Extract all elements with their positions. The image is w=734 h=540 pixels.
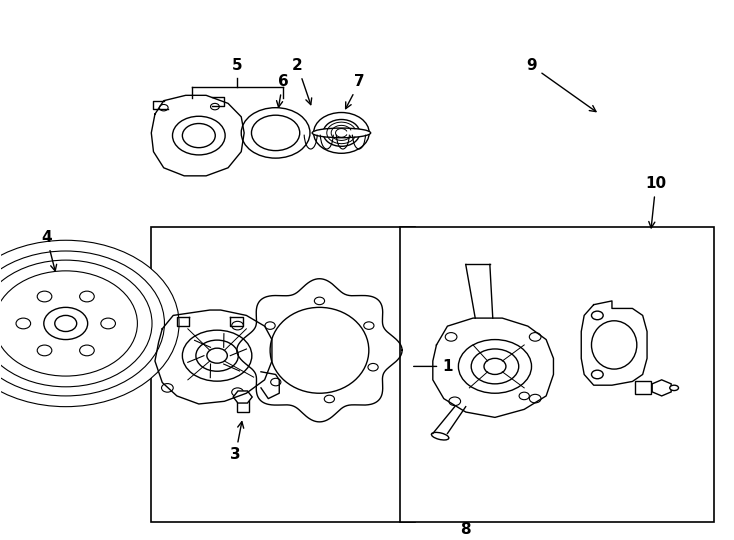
Circle shape <box>323 119 360 146</box>
Circle shape <box>449 397 461 406</box>
Ellipse shape <box>0 260 152 387</box>
Circle shape <box>314 297 324 305</box>
Ellipse shape <box>312 128 371 138</box>
Ellipse shape <box>0 240 179 407</box>
Circle shape <box>313 112 369 153</box>
Ellipse shape <box>432 433 449 440</box>
Text: 2: 2 <box>292 58 312 105</box>
Circle shape <box>324 395 335 403</box>
Bar <box>636 381 652 394</box>
Ellipse shape <box>0 251 164 396</box>
Circle shape <box>232 388 244 396</box>
Circle shape <box>592 370 603 379</box>
Text: 4: 4 <box>41 230 57 271</box>
Ellipse shape <box>0 271 137 376</box>
Ellipse shape <box>459 340 531 393</box>
Circle shape <box>271 379 281 386</box>
Circle shape <box>364 322 374 329</box>
Circle shape <box>79 291 94 302</box>
Circle shape <box>161 383 173 392</box>
Circle shape <box>79 345 94 356</box>
Ellipse shape <box>669 385 678 390</box>
Bar <box>237 400 249 412</box>
Circle shape <box>519 392 529 400</box>
Ellipse shape <box>270 307 368 393</box>
Circle shape <box>368 363 378 371</box>
Text: 1: 1 <box>414 359 453 374</box>
Ellipse shape <box>1 276 130 370</box>
Bar <box>400 227 714 522</box>
Circle shape <box>529 394 541 403</box>
Circle shape <box>101 318 115 329</box>
Bar <box>151 227 415 522</box>
Text: 8: 8 <box>460 522 471 537</box>
Ellipse shape <box>196 340 239 371</box>
Text: 9: 9 <box>526 58 596 112</box>
Text: 5: 5 <box>232 58 242 73</box>
Circle shape <box>166 321 178 330</box>
Circle shape <box>446 333 457 341</box>
Text: 10: 10 <box>645 177 666 228</box>
Circle shape <box>232 321 244 330</box>
Circle shape <box>241 107 310 158</box>
Ellipse shape <box>44 307 87 340</box>
Ellipse shape <box>484 359 506 374</box>
Ellipse shape <box>207 348 228 363</box>
Circle shape <box>16 318 31 329</box>
Circle shape <box>37 345 52 356</box>
Text: 7: 7 <box>346 75 365 109</box>
Ellipse shape <box>182 330 252 381</box>
Ellipse shape <box>592 321 637 369</box>
Circle shape <box>37 291 52 302</box>
Ellipse shape <box>182 124 215 147</box>
Text: 6: 6 <box>277 75 288 107</box>
Circle shape <box>252 115 299 151</box>
Circle shape <box>529 333 541 341</box>
Circle shape <box>159 104 168 111</box>
Circle shape <box>211 103 219 110</box>
Circle shape <box>592 311 603 320</box>
Text: 3: 3 <box>230 422 244 462</box>
Circle shape <box>265 322 275 329</box>
Ellipse shape <box>471 349 519 384</box>
Ellipse shape <box>55 315 77 332</box>
Ellipse shape <box>172 116 225 155</box>
